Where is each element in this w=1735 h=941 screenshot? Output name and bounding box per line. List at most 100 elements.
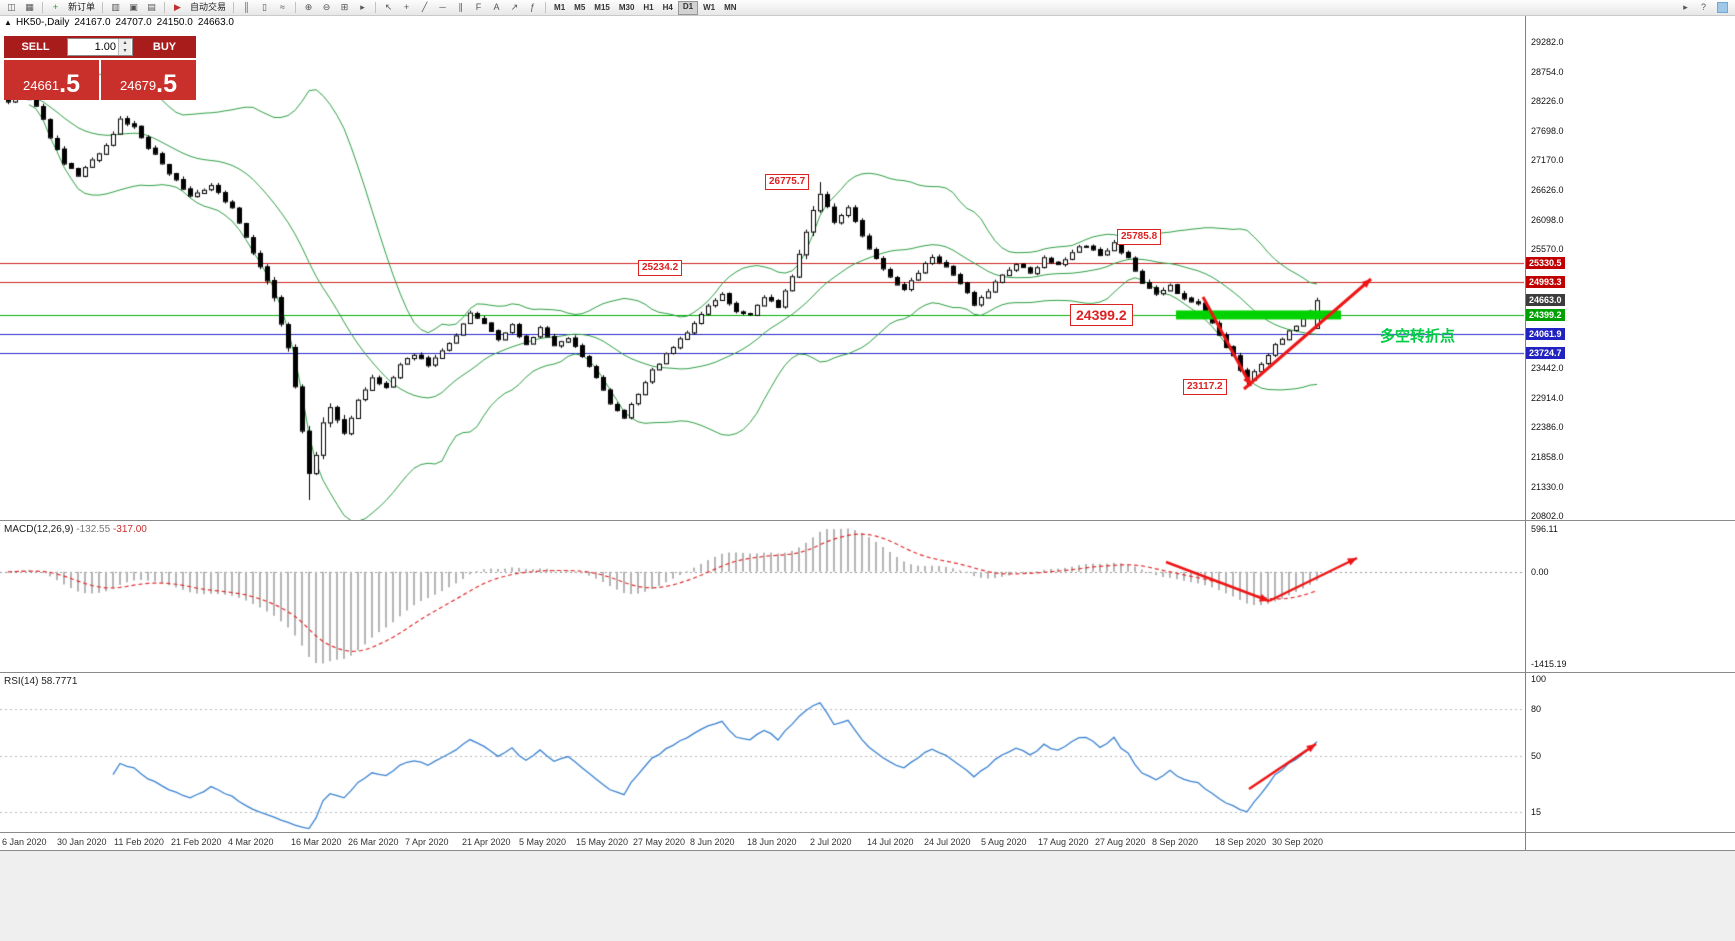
data-window-icon[interactable]: ▣ xyxy=(129,2,138,12)
fibonacci-icon[interactable]: F xyxy=(475,2,482,12)
date-axis-label: 15 May 2020 xyxy=(576,837,629,847)
help-icon[interactable]: ? xyxy=(1700,2,1706,12)
main-chart-canvas[interactable] xyxy=(0,16,1524,520)
timeframe-m5-button[interactable]: M5 xyxy=(574,2,586,12)
date-axis-label: 7 Apr 2020 xyxy=(405,837,449,847)
channel-icon[interactable]: ∥ xyxy=(458,2,463,12)
navigator-icon[interactable]: ▤ xyxy=(147,2,156,12)
auto-scroll-icon[interactable]: ▸ xyxy=(360,2,365,12)
date-axis-label: 18 Jun 2020 xyxy=(747,837,797,847)
toolbar-separator xyxy=(545,2,547,13)
macd-main-value: -132.55 xyxy=(76,524,111,535)
rsi-axis-80: 80 xyxy=(1531,703,1542,714)
timeframe-h1-button[interactable]: H1 xyxy=(643,2,654,12)
timeframe-m1-button[interactable]: M1 xyxy=(554,2,566,12)
buy-price-pips: .5 xyxy=(156,70,177,98)
date-axis-label: 4 Mar 2020 xyxy=(228,837,274,847)
price-axis-label: 27698.0 xyxy=(1531,125,1564,136)
toolbar-separator xyxy=(295,2,297,13)
indicators-icon[interactable]: ƒ xyxy=(530,2,536,12)
date-axis-label: 26 Mar 2020 xyxy=(348,837,399,847)
new-order-label[interactable]: 新订单 xyxy=(68,2,96,12)
new-chart-icon[interactable]: ◫ xyxy=(7,2,16,12)
price-axis-label: 26626.0 xyxy=(1531,185,1564,196)
arrow-tool-icon[interactable]: ↗ xyxy=(510,2,519,12)
rsi-axis-100: 100 xyxy=(1531,674,1547,684)
bar-chart-icon[interactable]: ║ xyxy=(243,2,250,12)
toolbar-separator xyxy=(375,2,377,13)
autotrade-label[interactable]: 自动交易 xyxy=(190,2,227,12)
date-axis-label: 27 Aug 2020 xyxy=(1095,837,1146,847)
date-axis-label: 5 May 2020 xyxy=(519,837,567,847)
zoom-out-icon[interactable]: ⊖ xyxy=(322,2,331,12)
high-value: 24707.0 xyxy=(115,17,152,28)
price-axis-label: 27170.0 xyxy=(1531,155,1564,166)
timeframe-m30-button[interactable]: M30 xyxy=(618,2,635,12)
price-callout: 25234.2 xyxy=(638,260,683,276)
price-tag: 24993.3 xyxy=(1526,275,1565,288)
trendline-icon[interactable]: ╱ xyxy=(421,2,428,12)
volume-control: ▴ ▾ xyxy=(67,38,133,56)
panel-separator-macd[interactable] xyxy=(0,520,1735,521)
timeframe-d1-button[interactable]: D1 xyxy=(677,0,699,15)
zoom-in-icon[interactable]: ⊕ xyxy=(304,2,313,12)
rsi-panel-canvas[interactable] xyxy=(0,673,1524,832)
market-watch-icon[interactable]: ▥ xyxy=(111,2,120,12)
timeframe-w1-button[interactable]: W1 xyxy=(703,2,716,12)
price-axis-label: 28226.0 xyxy=(1531,96,1564,107)
chart-profiles-icon[interactable]: ▦ xyxy=(25,2,34,12)
close-value: 24663.0 xyxy=(197,17,234,28)
window-bottom-edge xyxy=(0,850,1735,851)
one-click-panel-toggle[interactable]: ▲ xyxy=(4,18,12,27)
macd-panel-canvas[interactable] xyxy=(0,521,1524,672)
buy-price-button[interactable]: 24679.5 xyxy=(101,60,196,100)
line-chart-icon[interactable]: ≈ xyxy=(280,2,285,12)
sell-price-main: 24661 xyxy=(22,78,60,93)
date-axis-label: 27 May 2020 xyxy=(633,837,686,847)
buy-button-label: BUY xyxy=(152,41,177,53)
date-axis-label: 30 Jan 2020 xyxy=(57,837,107,847)
window-lower-area xyxy=(0,851,1735,941)
sell-button[interactable]: SELL xyxy=(4,36,67,58)
sell-price-pips: .5 xyxy=(59,70,80,98)
panel-separator-rsi[interactable] xyxy=(0,672,1735,673)
rsi-indicator-label: RSI(14) 58.7771 xyxy=(4,676,77,687)
text-tool-icon[interactable]: A xyxy=(493,2,500,12)
volume-up-button[interactable]: ▴ xyxy=(119,39,131,47)
buy-button[interactable]: BUY xyxy=(133,36,196,58)
low-value: 24150.0 xyxy=(156,17,193,28)
toolbar-separator xyxy=(233,2,235,13)
date-axis-label: 5 Aug 2020 xyxy=(981,837,1027,847)
date-axis-label: 2 Jul 2020 xyxy=(810,837,852,847)
crosshair-icon[interactable]: + xyxy=(403,2,410,12)
tile-windows-icon[interactable]: ⊞ xyxy=(340,2,349,12)
price-tag: 24399.2 xyxy=(1526,308,1565,321)
date-axis-label: 6 Jan 2020 xyxy=(2,837,47,847)
buy-price-main: 24679 xyxy=(119,78,157,93)
volume-input[interactable] xyxy=(68,39,118,55)
chart-shift-icon[interactable]: ▸ xyxy=(1683,2,1688,12)
cursor-icon[interactable]: ↖ xyxy=(384,2,393,12)
volume-down-button[interactable]: ▾ xyxy=(119,47,131,55)
timeframe-mn-button[interactable]: MN xyxy=(724,2,737,12)
sell-price-button[interactable]: 24661.5 xyxy=(4,60,99,100)
price-axis-label: 25570.0 xyxy=(1531,244,1564,255)
toolbar-separator xyxy=(164,2,166,13)
price-tag: 24663.0 xyxy=(1526,294,1565,307)
date-axis-label: 8 Sep 2020 xyxy=(1152,837,1199,847)
autotrade-icon[interactable]: ▶ xyxy=(174,2,181,12)
date-axis-label: 30 Sep 2020 xyxy=(1272,837,1324,847)
date-axis-label: 16 Mar 2020 xyxy=(291,837,342,847)
toolbar: ◫ ▦ + 新订单 ▥ ▣ ▤ ▶ 自动交易 ║ ▯ ≈ ⊕ ⊖ ⊞ ▸ ↖ + ╱ ─ ∥ F A ↗ ƒ M1 M5 M15 M30… xyxy=(0,0,1735,16)
date-axis-label: 8 Jun 2020 xyxy=(690,837,735,847)
price-axis-label: 26098.0 xyxy=(1531,214,1564,225)
horizontal-line-icon[interactable]: ─ xyxy=(439,2,446,12)
timeframe-m15-button[interactable]: M15 xyxy=(594,2,610,12)
candlestick-chart-icon[interactable]: ▯ xyxy=(262,2,267,12)
turning-point-annotation: 多空转折点 xyxy=(1380,328,1456,345)
scrollbar-thumb[interactable] xyxy=(1717,2,1728,13)
symbol-label: HK50-,Daily xyxy=(16,17,70,28)
timeframe-h4-button[interactable]: H4 xyxy=(662,2,673,12)
new-order-icon[interactable]: + xyxy=(52,2,59,12)
macd-signal-value: -317.00 xyxy=(112,524,147,535)
